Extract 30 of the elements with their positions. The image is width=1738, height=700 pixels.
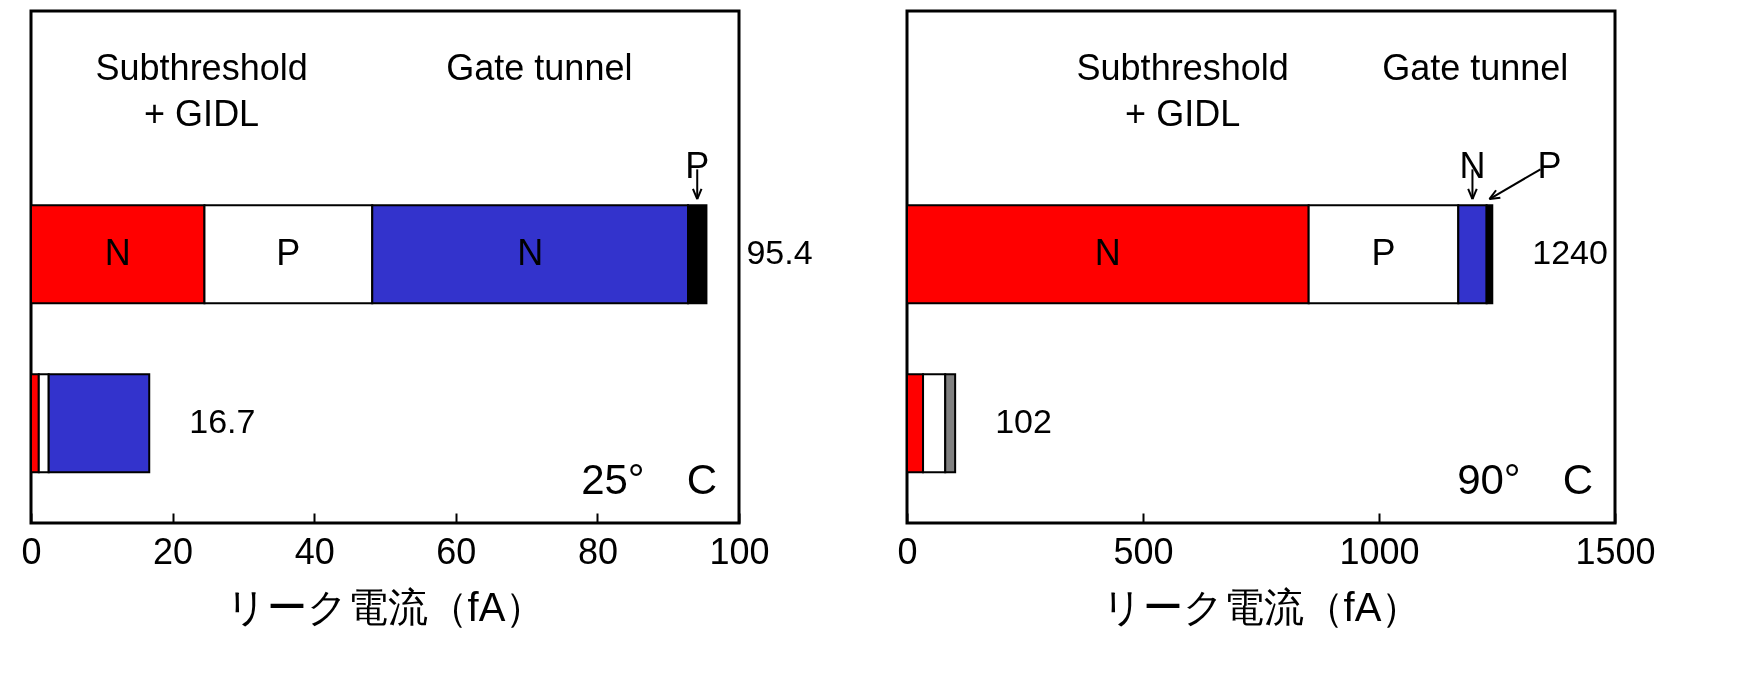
x-tick-label: 20 (153, 530, 194, 572)
total-label: 1240 (1532, 233, 1608, 272)
text: Gate tunnel (446, 46, 633, 88)
series-label: N (517, 232, 544, 274)
x-tick-label: 1500 (1575, 530, 1656, 572)
x-axis-title: リーク電流（fA） (1101, 584, 1422, 629)
legend-label: P (685, 144, 710, 186)
series-label: P (1371, 232, 1396, 274)
x-tick-label: 100 (709, 530, 770, 572)
text: Subthreshold + GIDL (1076, 46, 1289, 134)
x-tick-label: 60 (436, 530, 477, 572)
series-label: N (1094, 232, 1121, 274)
series-label: N (104, 232, 131, 274)
legend-label: P (1537, 144, 1562, 186)
total-label: 16.7 (189, 402, 256, 441)
x-tick-label: 0 (21, 530, 42, 572)
legend-label: N (1459, 144, 1486, 186)
x-tick-label: 40 (294, 530, 335, 572)
x-tick-label: 80 (577, 530, 618, 572)
x-axis-title: リーク電流（fA） (225, 584, 546, 629)
text: Gate tunnel (1382, 46, 1569, 88)
total-label: 95.4 (746, 233, 813, 272)
total-label: 102 (995, 402, 1052, 441)
text: Subthreshold + GIDL (95, 46, 308, 134)
x-tick-label: 0 (897, 530, 918, 572)
x-tick-label: 500 (1113, 530, 1174, 572)
x-tick-label: 1000 (1339, 530, 1420, 572)
annotation: 25° C (581, 455, 717, 503)
series-label: P (276, 232, 301, 274)
annotation: 90° C (1457, 455, 1593, 503)
